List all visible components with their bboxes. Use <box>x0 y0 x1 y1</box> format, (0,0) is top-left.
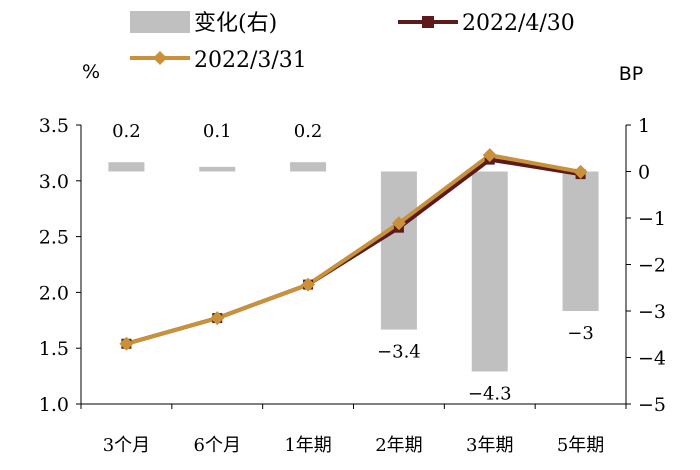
x-category-label: 3个月 <box>103 435 150 456</box>
left-tick-label: 1.0 <box>39 394 69 416</box>
bar-change <box>108 162 145 172</box>
legend-swatch-bar <box>130 11 190 33</box>
left-tick-label: 1.5 <box>39 338 69 360</box>
bar-change <box>290 162 327 172</box>
bar-change <box>380 171 417 330</box>
bar-series-change <box>108 162 599 372</box>
bar-data-label: −4.3 <box>468 383 512 404</box>
legend-label-change: 变化(右) <box>194 11 277 36</box>
right-tick-label: −4 <box>638 348 666 370</box>
right-axis-unit: BP <box>619 63 644 85</box>
line-series <box>119 148 588 351</box>
right-tick-label: −2 <box>638 255 666 277</box>
left-tick-label: 2.0 <box>39 282 69 304</box>
bar-data-label: −3 <box>567 323 594 344</box>
left-tick-label: 2.5 <box>39 227 69 249</box>
right-tick-label: −3 <box>638 301 666 323</box>
legend-marker-square <box>422 16 434 28</box>
legend-label-2022-4-30: 2022/4/30 <box>462 11 575 36</box>
point-2022-3-31 <box>391 216 406 231</box>
x-category-label: 6个月 <box>194 435 241 456</box>
bar-change <box>562 171 599 311</box>
point-2022-3-31 <box>119 336 134 351</box>
x-category-label: 3年期 <box>466 435 513 456</box>
bar-change <box>471 171 508 372</box>
left-tick-label: 3.5 <box>39 115 69 137</box>
right-tick-label: 0 <box>638 162 650 184</box>
bar-change <box>199 166 236 172</box>
legend-marker-diamond <box>153 51 167 65</box>
point-2022-3-31 <box>210 311 225 326</box>
bar-data-label: −3.4 <box>377 342 421 363</box>
right-tick-label: −1 <box>638 208 666 230</box>
left-tick-label: 3.0 <box>39 171 69 193</box>
right-tick-label: −5 <box>638 394 666 416</box>
legend-label-2022-3-31: 2022/3/31 <box>194 48 307 73</box>
data-labels: 0.2 0.1 0.2 −3.4 −4.3 −3 <box>112 121 594 404</box>
bar-data-label: 0.2 <box>112 121 141 142</box>
point-2022-3-31 <box>573 164 588 179</box>
bar-data-label: 0.1 <box>203 121 232 142</box>
right-tick-label: 1 <box>638 115 650 137</box>
bar-data-label: 0.2 <box>294 121 323 142</box>
point-2022-3-31 <box>482 148 497 163</box>
chart-legend: 变化(右) 2022/4/30 2022/3/31 <box>130 11 575 73</box>
x-category-label: 1年期 <box>284 435 331 456</box>
left-axis-unit: % <box>82 61 100 83</box>
x-category-label: 5年期 <box>557 435 604 456</box>
point-2022-3-31 <box>301 277 316 292</box>
line-2022-3-31 <box>125 153 581 346</box>
x-category-label: 2年期 <box>375 435 422 456</box>
chart-axes: 1.0 1.5 2.0 2.5 3.0 3.5 −5 −4 −3 −2 −1 0 1 3个月 6个月 1年期 2… <box>39 61 666 456</box>
